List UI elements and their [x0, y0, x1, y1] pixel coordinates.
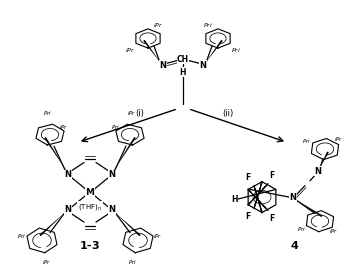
Text: CH: CH [177, 55, 189, 64]
Text: $i$Pr: $i$Pr [59, 123, 69, 131]
Text: (ii): (ii) [222, 109, 234, 118]
Text: Pr$i$: Pr$i$ [231, 46, 241, 54]
Text: $i$Pr: $i$Pr [153, 232, 163, 239]
Text: M: M [86, 188, 94, 197]
Text: Pr$i$: Pr$i$ [297, 225, 306, 233]
Text: H: H [180, 68, 186, 77]
Text: N: N [315, 167, 321, 176]
Text: $i$Pr: $i$Pr [42, 258, 52, 264]
Text: N: N [64, 205, 72, 214]
Text: Pr$i$: Pr$i$ [18, 232, 27, 239]
Text: Pr$i$: Pr$i$ [112, 123, 121, 131]
Polygon shape [114, 211, 141, 236]
Text: $i$Pr: $i$Pr [334, 135, 344, 143]
Polygon shape [39, 211, 66, 236]
Text: N: N [289, 193, 297, 202]
Text: $i$Pr: $i$Pr [153, 21, 163, 29]
Text: N: N [108, 205, 116, 214]
Text: $i$Pr: $i$Pr [125, 46, 135, 54]
Text: N: N [108, 171, 116, 180]
Text: N: N [159, 61, 166, 70]
Text: (THF)$_n$: (THF)$_n$ [78, 202, 102, 212]
Text: $\mathbf{1}$-$\mathbf{3}$: $\mathbf{1}$-$\mathbf{3}$ [80, 239, 100, 251]
Text: $i$Pr: $i$Pr [127, 110, 137, 117]
Polygon shape [205, 40, 223, 63]
Text: N: N [64, 171, 72, 180]
Polygon shape [112, 137, 136, 173]
Text: Pr$i$: Pr$i$ [203, 21, 213, 29]
Text: Pr$i$: Pr$i$ [129, 258, 138, 264]
Text: $i$Pr: $i$Pr [329, 227, 339, 235]
Text: F: F [269, 171, 275, 181]
Text: F: F [269, 214, 275, 223]
Polygon shape [319, 152, 329, 169]
Polygon shape [295, 199, 323, 217]
Polygon shape [143, 40, 161, 63]
Text: Pr$i$: Pr$i$ [302, 137, 311, 145]
Text: H: H [231, 195, 237, 204]
Text: F: F [246, 212, 251, 221]
Text: (i): (i) [136, 109, 144, 118]
Text: Pr$i$: Pr$i$ [44, 110, 53, 117]
Text: F: F [246, 173, 251, 182]
Text: N: N [199, 61, 207, 70]
Polygon shape [44, 137, 68, 173]
Text: $\mathbf{4}$: $\mathbf{4}$ [291, 239, 300, 251]
